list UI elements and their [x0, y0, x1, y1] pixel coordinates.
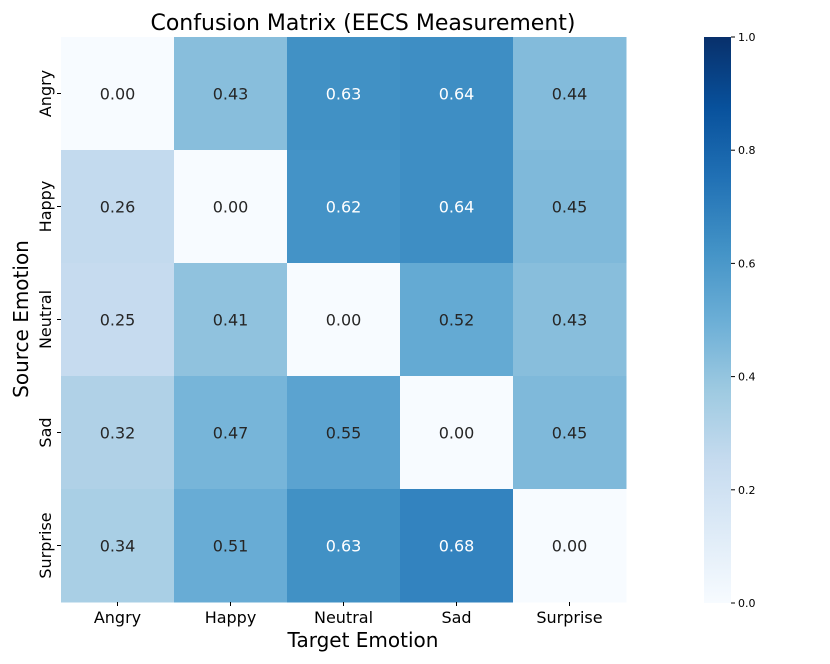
cell-value-label: 0.63 — [326, 537, 362, 556]
heatmap-cell — [400, 489, 514, 603]
cell-value-label: 0.43 — [552, 311, 588, 330]
cell-value-label: 0.00 — [552, 537, 588, 556]
colorbar-tick-label: 0.6 — [738, 257, 756, 270]
heatmap-cell — [400, 150, 514, 264]
y-tick-label: Sad — [36, 417, 55, 447]
colorbar-tick-label: 0.8 — [738, 144, 756, 157]
cell-value-label: 0.51 — [213, 537, 249, 556]
heatmap-cell — [174, 263, 288, 377]
cell-value-label: 0.32 — [100, 424, 136, 443]
y-axis-ticks: Angry Happy Neutral Sad Surprise — [36, 70, 61, 579]
cell-value-label: 0.47 — [213, 424, 249, 443]
x-tick-label: Sad — [441, 608, 471, 627]
heatmap-cell — [61, 150, 175, 264]
heatmap-cell — [513, 489, 627, 603]
cell-value-label: 0.45 — [552, 424, 588, 443]
y-tick-label: Angry — [36, 70, 55, 117]
heatmap-cell — [400, 37, 514, 151]
x-tick-label: Neutral — [314, 608, 373, 627]
heatmap-cell — [400, 263, 514, 377]
heatmap-cell — [61, 263, 175, 377]
cell-value-label: 0.00 — [439, 424, 475, 443]
heatmap-cell — [287, 489, 401, 603]
x-axis-ticks: Angry Happy Neutral Sad Surprise — [94, 602, 603, 627]
heatmap-cell — [174, 150, 288, 264]
x-tick-label: Angry — [94, 608, 141, 627]
heatmap-cell — [61, 37, 175, 151]
cell-value-label: 0.44 — [552, 85, 588, 104]
cell-value-label: 0.00 — [100, 85, 136, 104]
heatmap-cell — [287, 376, 401, 490]
cell-value-label: 0.43 — [213, 85, 249, 104]
cell-value-label: 0.63 — [326, 85, 362, 104]
colorbar-tick-label: 0.2 — [738, 484, 756, 497]
x-axis-label: Target Emotion — [287, 628, 439, 652]
heatmap-cell — [174, 376, 288, 490]
y-tick-label: Surprise — [36, 512, 55, 578]
heatmap-cell — [287, 150, 401, 264]
cell-value-label: 0.26 — [100, 198, 136, 217]
cell-value-label: 0.62 — [326, 198, 362, 217]
heatmap-cell — [174, 37, 288, 151]
cell-value-label: 0.34 — [100, 537, 136, 556]
cell-value-label: 0.55 — [326, 424, 362, 443]
x-tick-label: Happy — [205, 608, 257, 627]
chart-title: Confusion Matrix (EECS Measurement) — [150, 11, 575, 36]
x-tick-label: Surprise — [536, 608, 602, 627]
heatmap-cell — [400, 376, 514, 490]
colorbar-tick-label: 0.4 — [738, 371, 756, 384]
cell-value-label: 0.64 — [439, 85, 475, 104]
cell-value-label: 0.45 — [552, 198, 588, 217]
heatmap-cell — [513, 263, 627, 377]
heatmap-cell — [174, 489, 288, 603]
colorbar — [704, 37, 731, 603]
cell-value-label: 0.64 — [439, 198, 475, 217]
cell-value-label: 0.52 — [439, 311, 475, 330]
y-axis-label: Source Emotion — [9, 240, 33, 398]
colorbar-tick-label: 1.0 — [738, 31, 756, 44]
y-tick-label: Happy — [36, 181, 55, 233]
heatmap-cells: 0.00 0.43 0.63 0.64 0.44 0.26 0.00 0.62 0.64 0.45… — [61, 37, 627, 603]
heatmap-cell — [513, 150, 627, 264]
cell-value-label: 0.00 — [213, 198, 249, 217]
heatmap-cell — [61, 489, 175, 603]
heatmap-cell — [513, 376, 627, 490]
cell-value-label: 0.68 — [439, 537, 475, 556]
colorbar-tick-label: 0.0 — [738, 597, 756, 610]
heatmap-cell — [61, 376, 175, 490]
heatmap-cell — [513, 37, 627, 151]
y-tick-label: Neutral — [36, 290, 55, 349]
cell-value-label: 0.25 — [100, 311, 136, 330]
heatmap-cell — [287, 263, 401, 377]
cell-value-label: 0.41 — [213, 311, 249, 330]
heatmap-cell — [287, 37, 401, 151]
cell-value-label: 0.00 — [326, 311, 362, 330]
colorbar-ticks: 0.0 0.2 0.4 0.6 0.8 1.0 — [731, 31, 756, 610]
